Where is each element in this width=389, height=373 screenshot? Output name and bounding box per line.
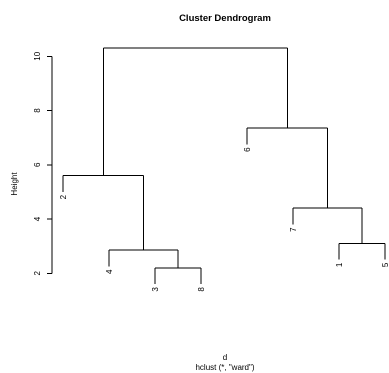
- leaf-label: 6: [243, 147, 252, 152]
- leaf-label: 7: [289, 227, 298, 232]
- leaf-label: 4: [105, 269, 114, 274]
- y-tick-label: 2: [33, 271, 42, 276]
- y-axis: 2 4 6 8 10: [33, 51, 53, 276]
- y-axis-label: Height: [10, 172, 19, 196]
- y-tick-label: 4: [33, 216, 42, 221]
- leaf-label: 5: [381, 262, 389, 267]
- x-axis-label: d: [223, 353, 227, 362]
- leaf-label: 8: [197, 287, 206, 292]
- y-tick-label: 6: [33, 162, 42, 167]
- y-tick-label: 8: [33, 108, 42, 113]
- chart-title: Cluster Dendrogram: [179, 13, 271, 24]
- leaf-labels: 2 4 3 8 6 7 1 5: [59, 147, 389, 292]
- method-label: hclust (*, "ward"): [195, 363, 254, 372]
- leaf-label: 3: [151, 287, 160, 292]
- y-tick-label: 10: [33, 51, 42, 60]
- leaf-label: 2: [59, 194, 68, 199]
- dendrogram-tree: [62, 47, 386, 285]
- leaf-label: 1: [335, 262, 344, 267]
